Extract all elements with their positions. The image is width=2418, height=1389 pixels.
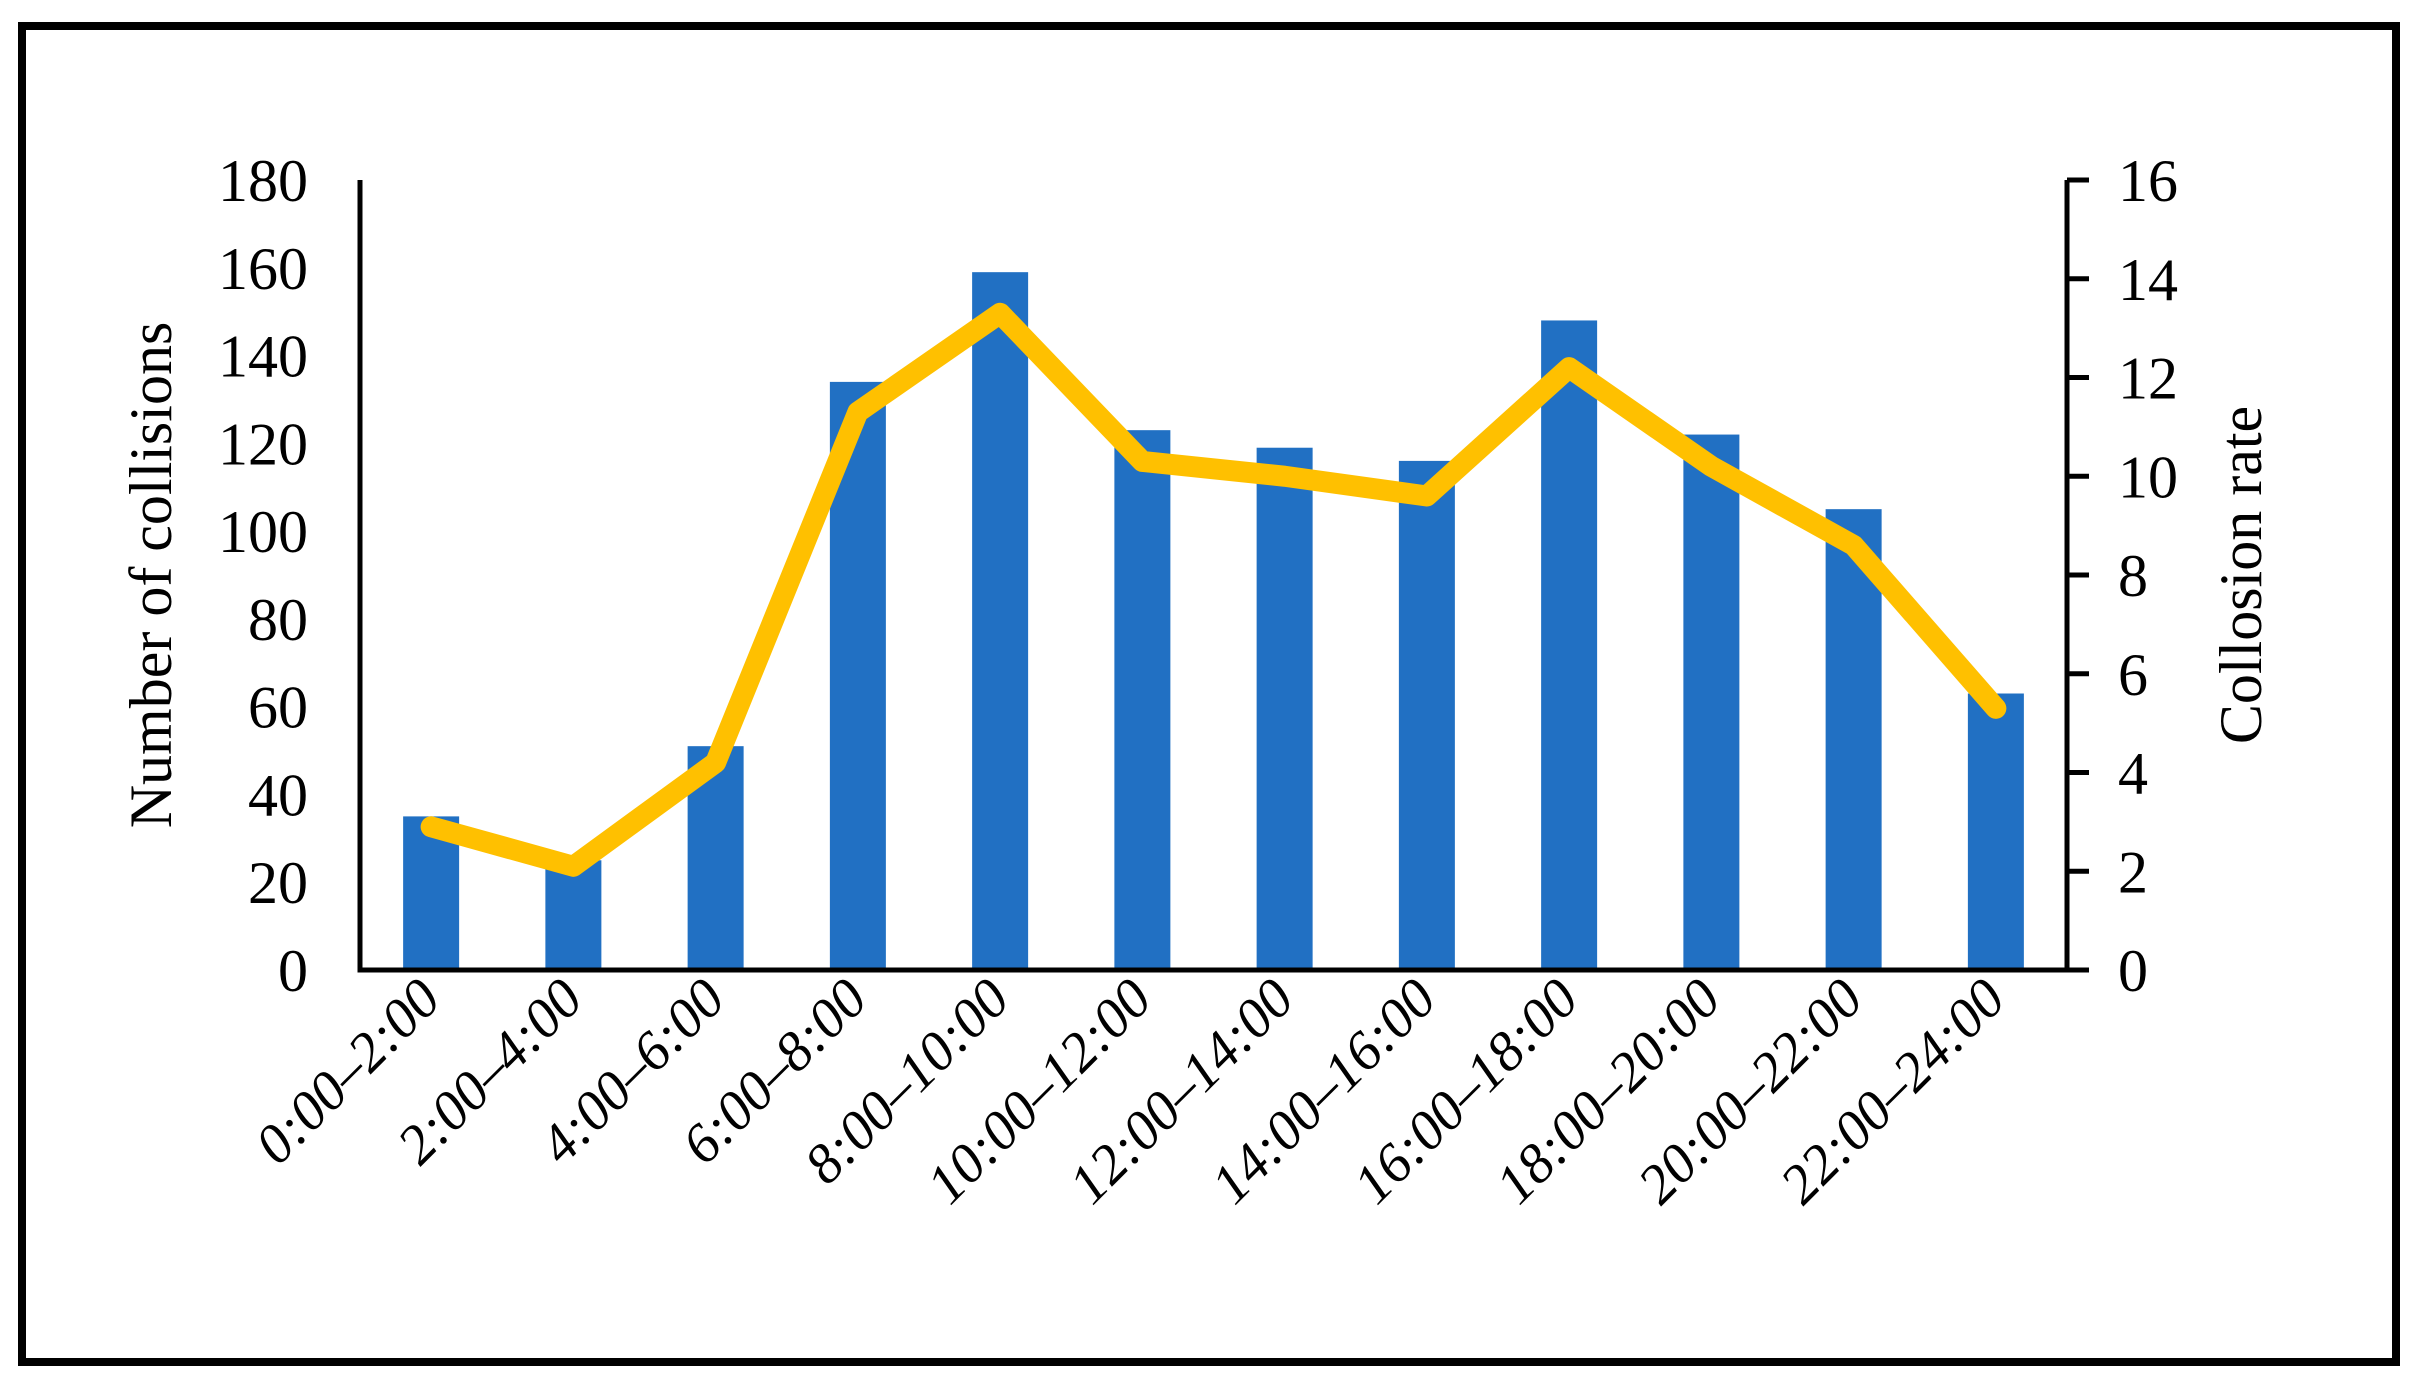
collision-bar <box>1256 447 1313 970</box>
x-axis-labels: 0:00–2:002:00–4:004:00–6:006:00–8:008:00… <box>244 967 2018 1215</box>
right-tick-label: 12 <box>2118 346 2178 412</box>
rate-line-series <box>420 302 2007 877</box>
right-tick-label: 10 <box>2118 444 2178 510</box>
left-tick-label: 120 <box>218 411 308 477</box>
right-tick-label: 8 <box>2118 543 2148 609</box>
right-tick-label: 16 <box>2118 148 2178 214</box>
collision-bar <box>972 272 1029 971</box>
left-tick-label: 40 <box>248 762 308 828</box>
right-axis-title: Collosion rate <box>2208 406 2274 744</box>
collision-bar <box>1398 460 1455 970</box>
left-tick-label: 100 <box>218 499 308 565</box>
collision-bar <box>1967 693 2024 970</box>
right-tick-label: 4 <box>2118 741 2148 807</box>
collision-bar <box>1541 320 1598 970</box>
collision-bar <box>1825 509 1882 970</box>
collision-bar <box>1114 430 1171 971</box>
left-tick-label: 20 <box>248 850 308 916</box>
collision-bar <box>545 860 602 970</box>
right-axis-ticks: 0 2 4 6 8 10 12 14 16 <box>2067 148 2178 1004</box>
right-tick-label: 6 <box>2118 642 2148 708</box>
left-axis-title: Number of collisions <box>118 322 184 829</box>
left-tick-label: 0 <box>278 938 308 1004</box>
bars-series <box>403 272 2024 971</box>
right-tick-label: 0 <box>2118 938 2148 1004</box>
figure-border <box>18 22 2400 1366</box>
collision-rate-line <box>420 302 2007 877</box>
left-axis-ticks: 0 20 40 60 80 100 120 140 160 180 <box>218 148 308 1004</box>
right-tick-label: 2 <box>2118 839 2148 905</box>
left-tick-label: 80 <box>248 587 308 653</box>
collision-bar <box>1683 434 1740 970</box>
left-tick-label: 180 <box>218 148 308 214</box>
left-tick-label: 160 <box>218 236 308 302</box>
left-tick-label: 140 <box>218 324 308 390</box>
right-tick-label: 14 <box>2118 247 2178 313</box>
left-tick-label: 60 <box>248 675 308 741</box>
